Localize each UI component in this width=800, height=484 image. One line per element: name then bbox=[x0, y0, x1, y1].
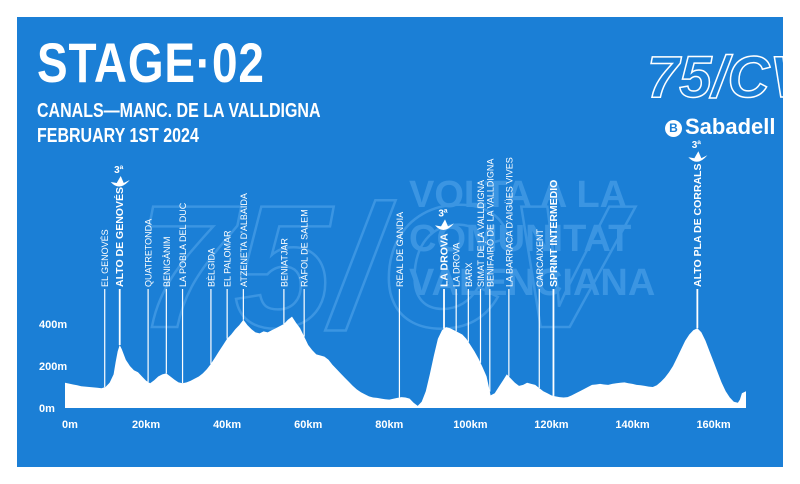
sponsor-logo: B Sabadell bbox=[665, 115, 775, 139]
elevation-area bbox=[65, 316, 746, 408]
stage-route: CANALS—MANC. DE LA VALLDIGNA bbox=[37, 100, 321, 122]
elevation-profile-chart: 75/CV VOLTA A LA COMUNITAT VALENCIANA 75… bbox=[39, 44, 783, 431]
x-tick-label: 40km bbox=[213, 419, 241, 431]
y-tick-label: 400m bbox=[39, 319, 67, 331]
x-tick-label: 160km bbox=[696, 419, 730, 431]
mountain-climb-icon bbox=[110, 176, 130, 187]
km-marker-label: BENIATJAR bbox=[279, 238, 289, 287]
x-tick-label: 80km bbox=[375, 419, 403, 431]
stage-date: FEBRUARY 1ST 2024 bbox=[37, 125, 199, 147]
km-marker-label: ATZENETA D'ALBAIDA bbox=[239, 193, 249, 287]
km-marker-label: EL PALOMAR bbox=[223, 230, 233, 287]
x-tick-label: 0m bbox=[62, 419, 78, 431]
mountain-climb-icon bbox=[688, 151, 708, 162]
mountain-climb-icon bbox=[435, 219, 455, 230]
km-marker-label: SPRINT INTERMEDIO bbox=[548, 180, 560, 287]
km-marker-label: RÀFOL DE SALEM bbox=[300, 209, 310, 287]
x-tick-label: 60km bbox=[294, 419, 322, 431]
km-marker-label: SIMAT DE LA VALLDIGNA bbox=[476, 180, 486, 287]
x-tick-label: 120km bbox=[534, 419, 568, 431]
x-axis: 0m 20km 40km 60km 80km 100km 120km 140km 160km bbox=[62, 419, 731, 431]
stage-profile-card: STAGE·02 CANALS—MANC. DE LA VALLDIGNA FE… bbox=[17, 17, 783, 467]
x-tick-label: 140km bbox=[615, 419, 649, 431]
km-marker-label: BÈLGIDA bbox=[206, 248, 216, 287]
y-tick-label: 0m bbox=[39, 403, 55, 415]
stage-title: STAGE·02 bbox=[37, 31, 265, 94]
sponsor-mark-icon: B bbox=[665, 120, 682, 137]
km-marker-label: QUATRETONDA bbox=[144, 219, 154, 287]
km-marker-label: BENIFAIRÓ DE LA VALLDIGNA bbox=[485, 159, 495, 287]
km-marker-label: ALTO DE GENOVÉS bbox=[113, 187, 126, 287]
y-axis: 0m 200m 400m bbox=[39, 319, 67, 415]
km-marker-lines bbox=[104, 289, 699, 398]
km-marker-label: LA BARRACA D'AIGÜES VIVES bbox=[504, 157, 514, 287]
sponsor-name: Sabadell bbox=[685, 114, 776, 139]
race-logo: 75/CV bbox=[647, 45, 783, 110]
km-marker-label: EL GENOVÉS bbox=[100, 229, 110, 287]
km-marker-label: LA DROVA bbox=[439, 233, 451, 287]
km-marker-label: REAL DE GANDIA bbox=[395, 212, 405, 287]
x-tick-label: 100km bbox=[453, 419, 487, 431]
watermark-line-3: VALENCIANA bbox=[409, 262, 655, 304]
watermark-line-1: VOLTA A LA bbox=[409, 174, 627, 216]
km-marker-label: BENIGÀNIM bbox=[162, 236, 172, 287]
climb-category-label: 3ª bbox=[114, 165, 124, 176]
climb-category-icons: 3ª 3ª 3ª bbox=[110, 140, 708, 230]
km-markers: EL GENOVÉS ALTO DE GENOVÉS QUATRETONDA BENI… bbox=[100, 157, 704, 287]
km-marker-label: LA DROVA bbox=[452, 243, 462, 287]
climb-category-label: 3ª bbox=[438, 208, 448, 219]
climb-category-label: 3ª bbox=[692, 140, 702, 151]
km-marker-label: CARCAIXENT bbox=[535, 228, 545, 287]
km-marker-label: BARX bbox=[464, 262, 474, 287]
x-tick-label: 20km bbox=[132, 419, 160, 431]
y-tick-label: 200m bbox=[39, 361, 67, 373]
km-marker-label: LA POBLA DEL DUC bbox=[178, 202, 188, 287]
km-marker-label: ALTO PLA DE CORRALS bbox=[692, 164, 704, 287]
